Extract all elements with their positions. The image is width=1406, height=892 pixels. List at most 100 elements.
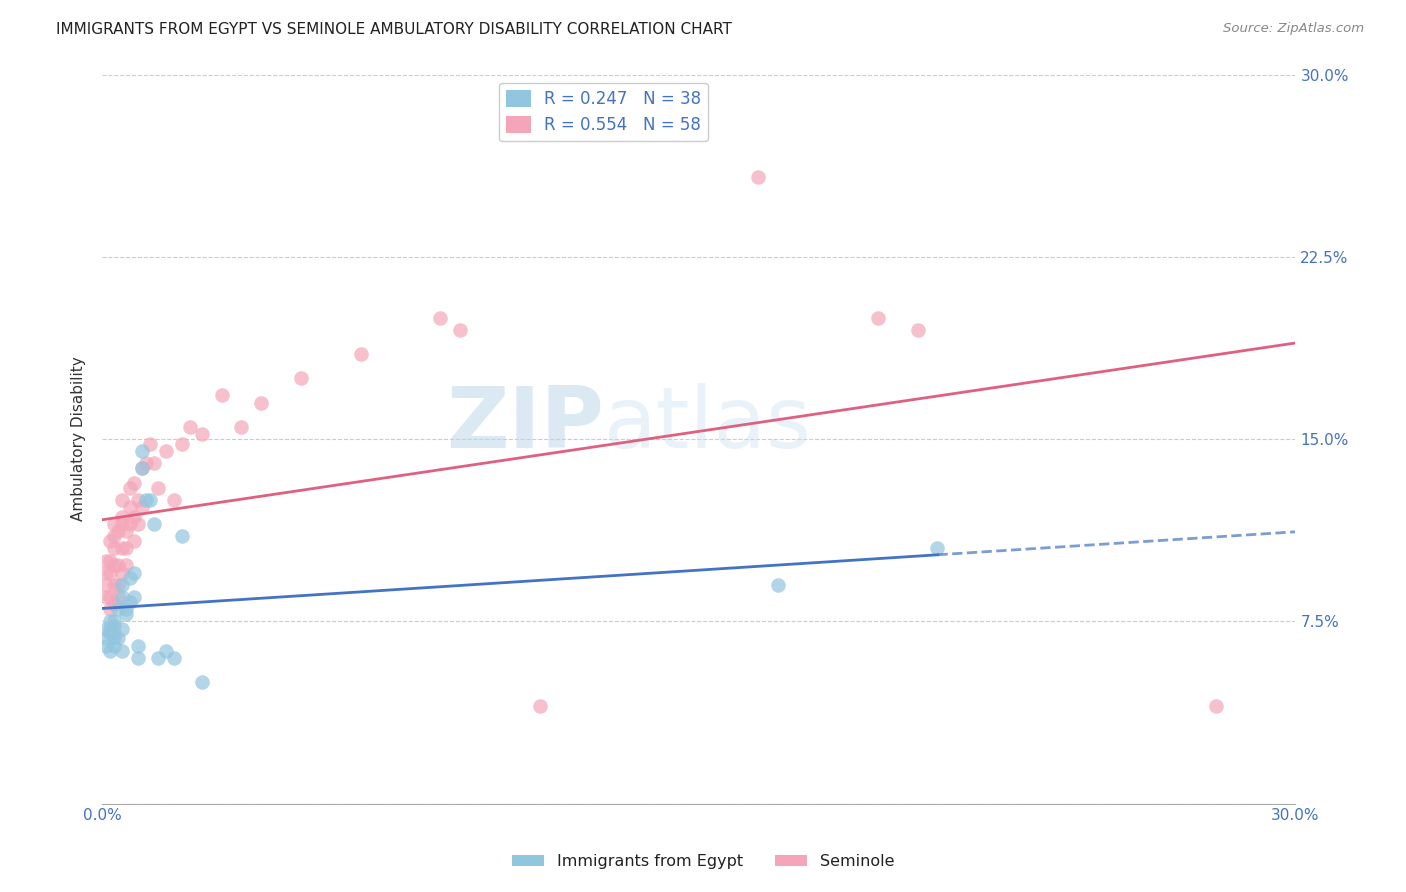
Point — [146, 650, 169, 665]
Point — [98, 622, 121, 636]
Point — [98, 626, 121, 640]
Point — [115, 602, 138, 616]
Point — [111, 590, 134, 604]
Text: ZIP: ZIP — [446, 383, 603, 466]
Point — [98, 615, 121, 629]
Point — [122, 566, 145, 580]
Point — [529, 699, 551, 714]
Point — [139, 437, 162, 451]
Point — [155, 643, 177, 657]
Point — [131, 444, 153, 458]
Point — [190, 427, 212, 442]
Point — [98, 643, 121, 657]
Point — [142, 456, 165, 470]
Point — [131, 461, 153, 475]
Point — [107, 602, 129, 616]
Point — [163, 650, 186, 665]
Point — [350, 347, 373, 361]
Point — [131, 500, 153, 515]
Point — [111, 541, 134, 556]
Point — [290, 371, 312, 385]
Point — [135, 456, 157, 470]
Point — [107, 590, 129, 604]
Point — [98, 534, 121, 549]
Point — [127, 639, 149, 653]
Point — [96, 632, 118, 646]
Point — [111, 622, 134, 636]
Point — [115, 524, 138, 539]
Point — [449, 323, 471, 337]
Point — [103, 558, 125, 573]
Point — [190, 675, 212, 690]
Point — [103, 632, 125, 646]
Point — [135, 492, 157, 507]
Point — [927, 541, 949, 556]
Point — [111, 509, 134, 524]
Point — [107, 558, 129, 573]
Point — [127, 650, 149, 665]
Point — [118, 595, 141, 609]
Legend: R = 0.247   N = 38, R = 0.554   N = 58: R = 0.247 N = 38, R = 0.554 N = 58 — [499, 83, 707, 141]
Point — [103, 626, 125, 640]
Point — [170, 437, 193, 451]
Point — [111, 578, 134, 592]
Point — [103, 529, 125, 543]
Point — [179, 420, 201, 434]
Point — [103, 619, 125, 633]
Point — [127, 517, 149, 532]
Point — [122, 509, 145, 524]
Point — [96, 590, 118, 604]
Point — [127, 492, 149, 507]
Point — [98, 553, 121, 567]
Point — [98, 566, 121, 580]
Text: atlas: atlas — [603, 383, 811, 466]
Point — [122, 475, 145, 490]
Point — [907, 323, 929, 337]
Point — [118, 481, 141, 495]
Point — [96, 578, 118, 592]
Text: Source: ZipAtlas.com: Source: ZipAtlas.com — [1223, 22, 1364, 36]
Point — [211, 388, 233, 402]
Point — [98, 602, 121, 616]
Legend: Immigrants from Egypt, Seminole: Immigrants from Egypt, Seminole — [506, 847, 900, 875]
Point — [111, 492, 134, 507]
Point — [107, 632, 129, 646]
Point — [96, 553, 118, 567]
Point — [115, 607, 138, 621]
Point — [98, 590, 121, 604]
Point — [115, 541, 138, 556]
Point — [111, 643, 134, 657]
Point — [103, 541, 125, 556]
Point — [250, 395, 273, 409]
Point — [111, 566, 134, 580]
Point — [96, 622, 118, 636]
Point — [103, 598, 125, 612]
Point — [155, 444, 177, 458]
Point — [142, 517, 165, 532]
Point — [768, 578, 790, 592]
Point — [118, 500, 141, 515]
Point — [111, 517, 134, 532]
Point — [866, 310, 889, 325]
Point — [103, 615, 125, 629]
Point — [118, 571, 141, 585]
Point — [146, 481, 169, 495]
Point — [115, 558, 138, 573]
Point — [1205, 699, 1227, 714]
Point — [103, 639, 125, 653]
Point — [122, 590, 145, 604]
Point — [122, 534, 145, 549]
Y-axis label: Ambulatory Disability: Ambulatory Disability — [72, 357, 86, 522]
Point — [747, 169, 769, 184]
Point — [170, 529, 193, 543]
Point — [96, 566, 118, 580]
Text: IMMIGRANTS FROM EGYPT VS SEMINOLE AMBULATORY DISABILITY CORRELATION CHART: IMMIGRANTS FROM EGYPT VS SEMINOLE AMBULA… — [56, 22, 733, 37]
Point — [163, 492, 186, 507]
Point — [429, 310, 451, 325]
Point — [103, 517, 125, 532]
Point — [231, 420, 253, 434]
Point — [131, 461, 153, 475]
Point — [96, 639, 118, 653]
Point — [118, 517, 141, 532]
Point — [107, 524, 129, 539]
